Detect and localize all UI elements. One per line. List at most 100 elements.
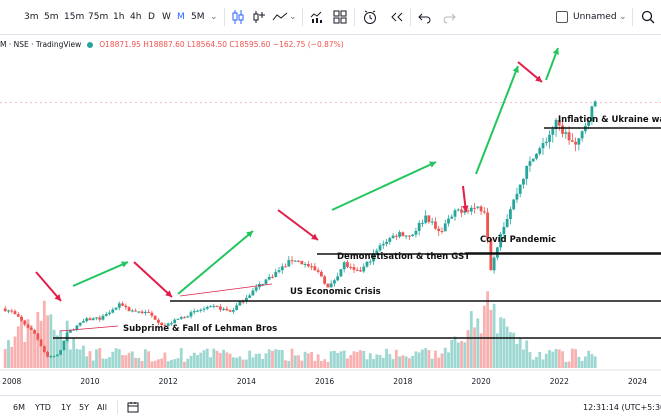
candle-body: [143, 311, 147, 314]
candle-body: [46, 352, 49, 357]
candle-body: [150, 312, 154, 316]
time-axis-label: 2014: [237, 377, 256, 386]
candle-body: [447, 218, 450, 224]
volume-bar: [570, 348, 574, 368]
candle-body: [111, 309, 115, 313]
clock-readout: 12:31:14 (UTC+5:30): [583, 403, 661, 412]
candle-body: [134, 310, 137, 312]
volume-bar: [95, 349, 98, 368]
interval-3m[interactable]: 3m: [24, 12, 39, 22]
volume-bar: [231, 357, 235, 368]
chevron-down-icon[interactable]: ⌄: [619, 12, 627, 22]
candle-body: [512, 199, 516, 210]
candle-body: [179, 317, 183, 319]
volume-bar: [293, 355, 297, 368]
interval-1h[interactable]: 1h: [113, 12, 125, 22]
red-arrow: [133, 261, 173, 298]
range-1y[interactable]: 1Y: [61, 403, 71, 412]
candle-body: [55, 354, 59, 357]
candle-body: [339, 269, 343, 277]
volume-bar: [469, 311, 473, 368]
volume-bar: [407, 358, 411, 368]
annotation-label: Covid Pandemic: [480, 235, 556, 245]
interval-5m-months[interactable]: 5M: [191, 12, 205, 22]
grid-layout-icon[interactable]: [333, 10, 347, 24]
candle-body: [460, 209, 463, 213]
candle-body: [108, 312, 111, 315]
volume-bar: [160, 358, 164, 368]
candle-body: [192, 311, 196, 313]
volume-bar: [352, 351, 356, 368]
candle-body: [525, 165, 529, 179]
volume-bar: [339, 351, 343, 368]
price-chart[interactable]: 2008 2010 2012 2014 2016 2018 2020 2022 2024 Subp…: [0, 34, 661, 395]
templates-icon[interactable]: [310, 9, 324, 25]
candle-body: [505, 218, 509, 227]
interval-d[interactable]: D: [148, 12, 155, 22]
interval-15m[interactable]: 15m: [64, 12, 85, 22]
candle-body: [215, 305, 219, 307]
green-arrow-head: [121, 261, 128, 268]
volume-bar: [342, 350, 346, 368]
volume-bar: [124, 355, 128, 368]
volume-bar: [499, 317, 503, 368]
replay-icon[interactable]: [390, 10, 404, 24]
candle-body: [42, 346, 46, 353]
layout-checkbox[interactable]: [556, 11, 568, 23]
red-arrow-head: [54, 294, 61, 301]
candle-body: [434, 221, 437, 229]
volume-bar: [306, 353, 310, 368]
interval-75m[interactable]: 75m: [88, 12, 109, 22]
candle-body: [297, 260, 300, 262]
candle-body: [567, 132, 571, 141]
candles-icon[interactable]: [231, 9, 245, 25]
range-ytd[interactable]: YTD: [35, 403, 51, 412]
time-axis-label: 2008: [2, 377, 21, 386]
range-6m[interactable]: 6M: [13, 403, 25, 412]
interval-w[interactable]: W: [162, 12, 171, 22]
volume-bar: [49, 314, 53, 368]
green-arrow-head: [512, 66, 519, 73]
candle-body: [469, 207, 473, 212]
candle-body: [587, 121, 591, 126]
candle-body: [189, 312, 193, 317]
annotation-label: Demonetisation & then GST: [337, 252, 470, 262]
volume-bar: [13, 336, 17, 368]
calendar-icon[interactable]: [127, 401, 139, 413]
volume-bar: [349, 355, 353, 368]
volume-bar: [153, 360, 157, 368]
candle-body: [398, 232, 401, 237]
volume-bar: [411, 355, 415, 368]
annotation-label: US Economic Crisis: [290, 287, 381, 297]
candle-body: [280, 266, 284, 271]
time-axis-label: 2018: [393, 377, 412, 386]
candle-body: [557, 119, 561, 126]
search-icon[interactable]: [641, 10, 655, 24]
volume-bar: [137, 357, 141, 368]
candle-body: [306, 264, 310, 267]
volume-bar: [574, 349, 578, 368]
range-5y[interactable]: 5Y: [79, 403, 89, 412]
candle-body: [375, 250, 379, 254]
volume-bar: [548, 350, 551, 368]
range-all[interactable]: All: [97, 403, 107, 412]
green-arrow: [475, 65, 519, 175]
alert-clock-icon[interactable]: [362, 9, 378, 25]
annotation-pointer: [179, 283, 273, 297]
layout-name[interactable]: Unnamed: [573, 12, 617, 22]
chevron-down-icon[interactable]: ⌄: [289, 12, 297, 22]
interval-m[interactable]: M: [177, 12, 185, 22]
interval-5m[interactable]: 5m: [44, 12, 59, 22]
volume-bar: [326, 361, 330, 368]
interval-4h[interactable]: 4h: [130, 12, 142, 22]
indicators-icon[interactable]: [272, 10, 288, 24]
chevron-down-icon[interactable]: ⌄: [210, 12, 218, 22]
bar-chart-plus-icon[interactable]: [252, 9, 266, 25]
candle-body: [284, 266, 287, 268]
volume-bar: [173, 359, 177, 368]
undo-icon[interactable]: [418, 10, 432, 24]
candle-body: [274, 271, 278, 278]
candle-body: [183, 317, 186, 319]
candle-body: [205, 306, 209, 309]
redo-icon[interactable]: [442, 10, 456, 24]
